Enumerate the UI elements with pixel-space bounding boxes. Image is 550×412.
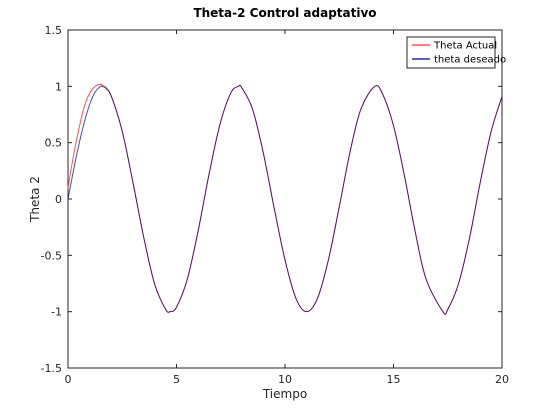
- y-tick-label: 0.5: [45, 137, 63, 150]
- y-tick-label: 1: [55, 80, 62, 93]
- x-tick-label: 5: [173, 373, 180, 386]
- x-tick-label: 20: [495, 373, 509, 386]
- chart-title: Theta-2 Control adaptativo: [193, 6, 376, 20]
- legend-label: theta deseado: [434, 55, 506, 66]
- legend-label: Theta Actual: [433, 41, 497, 52]
- y-tick-label: -1: [51, 306, 62, 319]
- y-tick-label: 1.5: [45, 24, 63, 37]
- y-axis-title: Theta 2: [28, 176, 42, 223]
- legend: Theta Actual theta deseado: [407, 37, 506, 68]
- x-tick-label: 15: [387, 373, 401, 386]
- y-tick-label: 0: [55, 193, 62, 206]
- x-tick-label: 0: [65, 373, 72, 386]
- x-axis-title: Tiempo: [262, 387, 307, 401]
- y-tick-label: -0.5: [41, 249, 62, 262]
- x-tick-label: 10: [278, 373, 292, 386]
- y-tick-label: -1.5: [41, 362, 62, 375]
